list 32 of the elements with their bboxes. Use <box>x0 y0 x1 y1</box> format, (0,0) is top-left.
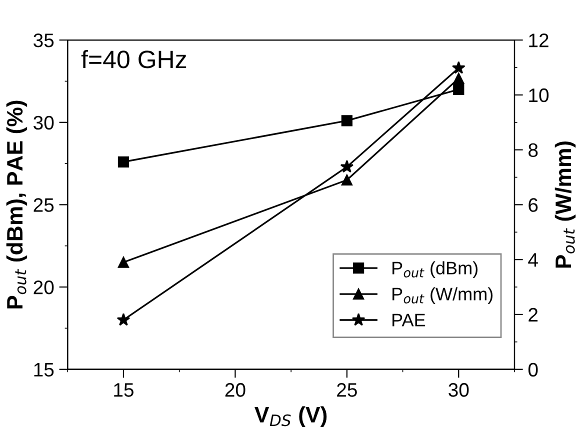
y-tick-label: 30 <box>34 116 54 130</box>
point <box>453 72 464 84</box>
point <box>116 313 130 326</box>
y2-tick-label: 0 <box>528 362 538 377</box>
x-tick-label: 25 <box>337 383 357 397</box>
point <box>118 256 130 268</box>
point <box>340 160 354 173</box>
legend-label: P$_{out}$ (W/mm) <box>392 287 493 304</box>
legend-label: P$_{out}$ (dBm) <box>392 261 478 278</box>
y2-tick-label: 12 <box>529 34 548 48</box>
y-tick-label: 35 <box>34 34 54 48</box>
point <box>341 115 352 126</box>
point <box>453 84 464 95</box>
x-tick-label: 30 <box>448 383 469 397</box>
point <box>341 174 352 186</box>
y2-tick-label: 6 <box>528 198 538 212</box>
y-axis-title: P$_{out}$ (dBm), PAE (%) <box>6 100 28 308</box>
y2-tick-label: 10 <box>529 88 549 102</box>
point <box>452 61 466 74</box>
y2-tick-label: 4 <box>528 253 538 267</box>
point <box>118 156 130 168</box>
y-tick-label: 15 <box>34 363 54 377</box>
annotation: f=40 GHz <box>81 50 186 68</box>
y2-axis-title: P$_{out}$ (W/mm) <box>554 141 576 268</box>
legend-label: PAE <box>392 314 426 326</box>
x-axis-title: V$_{DS}$ (V) <box>254 406 327 427</box>
y2-tick-label: 2 <box>528 308 538 322</box>
x-tick-label: 20 <box>225 383 246 397</box>
x-tick-label: 15 <box>114 383 134 397</box>
y-tick-label: 20 <box>34 280 54 294</box>
y-tick-label: 25 <box>34 198 54 212</box>
y2-tick-label: 8 <box>528 143 538 158</box>
